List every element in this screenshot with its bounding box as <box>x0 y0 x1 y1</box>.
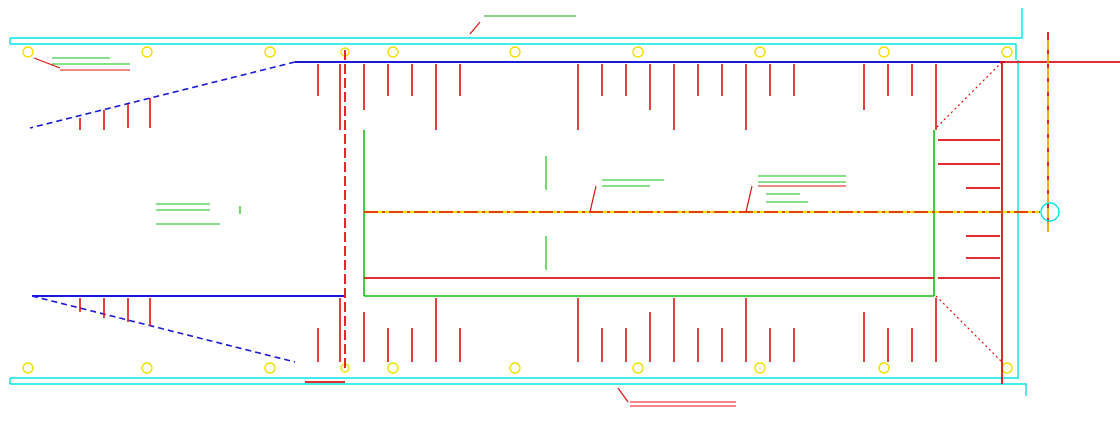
column-marker <box>632 362 644 374</box>
column-marker <box>878 362 890 374</box>
boundary-bottom-inner <box>10 290 1019 379</box>
leader-center-2 <box>745 185 753 213</box>
centerline <box>364 40 1060 232</box>
column-marker <box>387 46 399 58</box>
diagonal-bottom-right <box>935 295 1003 363</box>
bottom-parking-ticks <box>79 298 937 362</box>
column-marker <box>264 362 276 374</box>
column-marker <box>22 46 34 58</box>
column-marker <box>754 362 766 374</box>
column-marker <box>878 46 890 58</box>
center-vertical-dims <box>239 156 547 270</box>
leader-bottom <box>617 387 629 403</box>
site-boundary <box>9 8 1027 396</box>
column-marker <box>632 46 644 58</box>
column-markers <box>22 46 1013 374</box>
column-marker <box>509 46 521 58</box>
column-marker <box>264 46 276 58</box>
dotted-diagonals <box>935 61 1003 363</box>
column-marker <box>754 46 766 58</box>
leader-top-left <box>33 57 61 69</box>
boundary-top-outer <box>10 8 1023 39</box>
column-marker <box>141 46 153 58</box>
annotation-scribbles <box>52 15 846 407</box>
boundary-bottom-outer <box>10 383 1027 396</box>
top-parking-ticks <box>79 64 937 130</box>
column-marker <box>22 362 34 374</box>
diagonal-top-right <box>935 61 1003 129</box>
leader-top <box>469 21 481 35</box>
left-ramp-bottom <box>31 295 296 363</box>
main-axes <box>305 32 1120 384</box>
boundary-top-inner <box>10 43 1017 60</box>
column-marker <box>387 362 399 374</box>
column-marker <box>141 362 153 374</box>
structure-lines <box>29 61 1005 363</box>
left-ramp-top <box>29 61 296 129</box>
column-marker <box>1001 362 1013 374</box>
column-marker <box>1001 46 1013 58</box>
annotations <box>33 21 753 403</box>
section-marker <box>1040 202 1060 222</box>
leader-center-1 <box>589 185 597 213</box>
column-marker <box>509 362 521 374</box>
